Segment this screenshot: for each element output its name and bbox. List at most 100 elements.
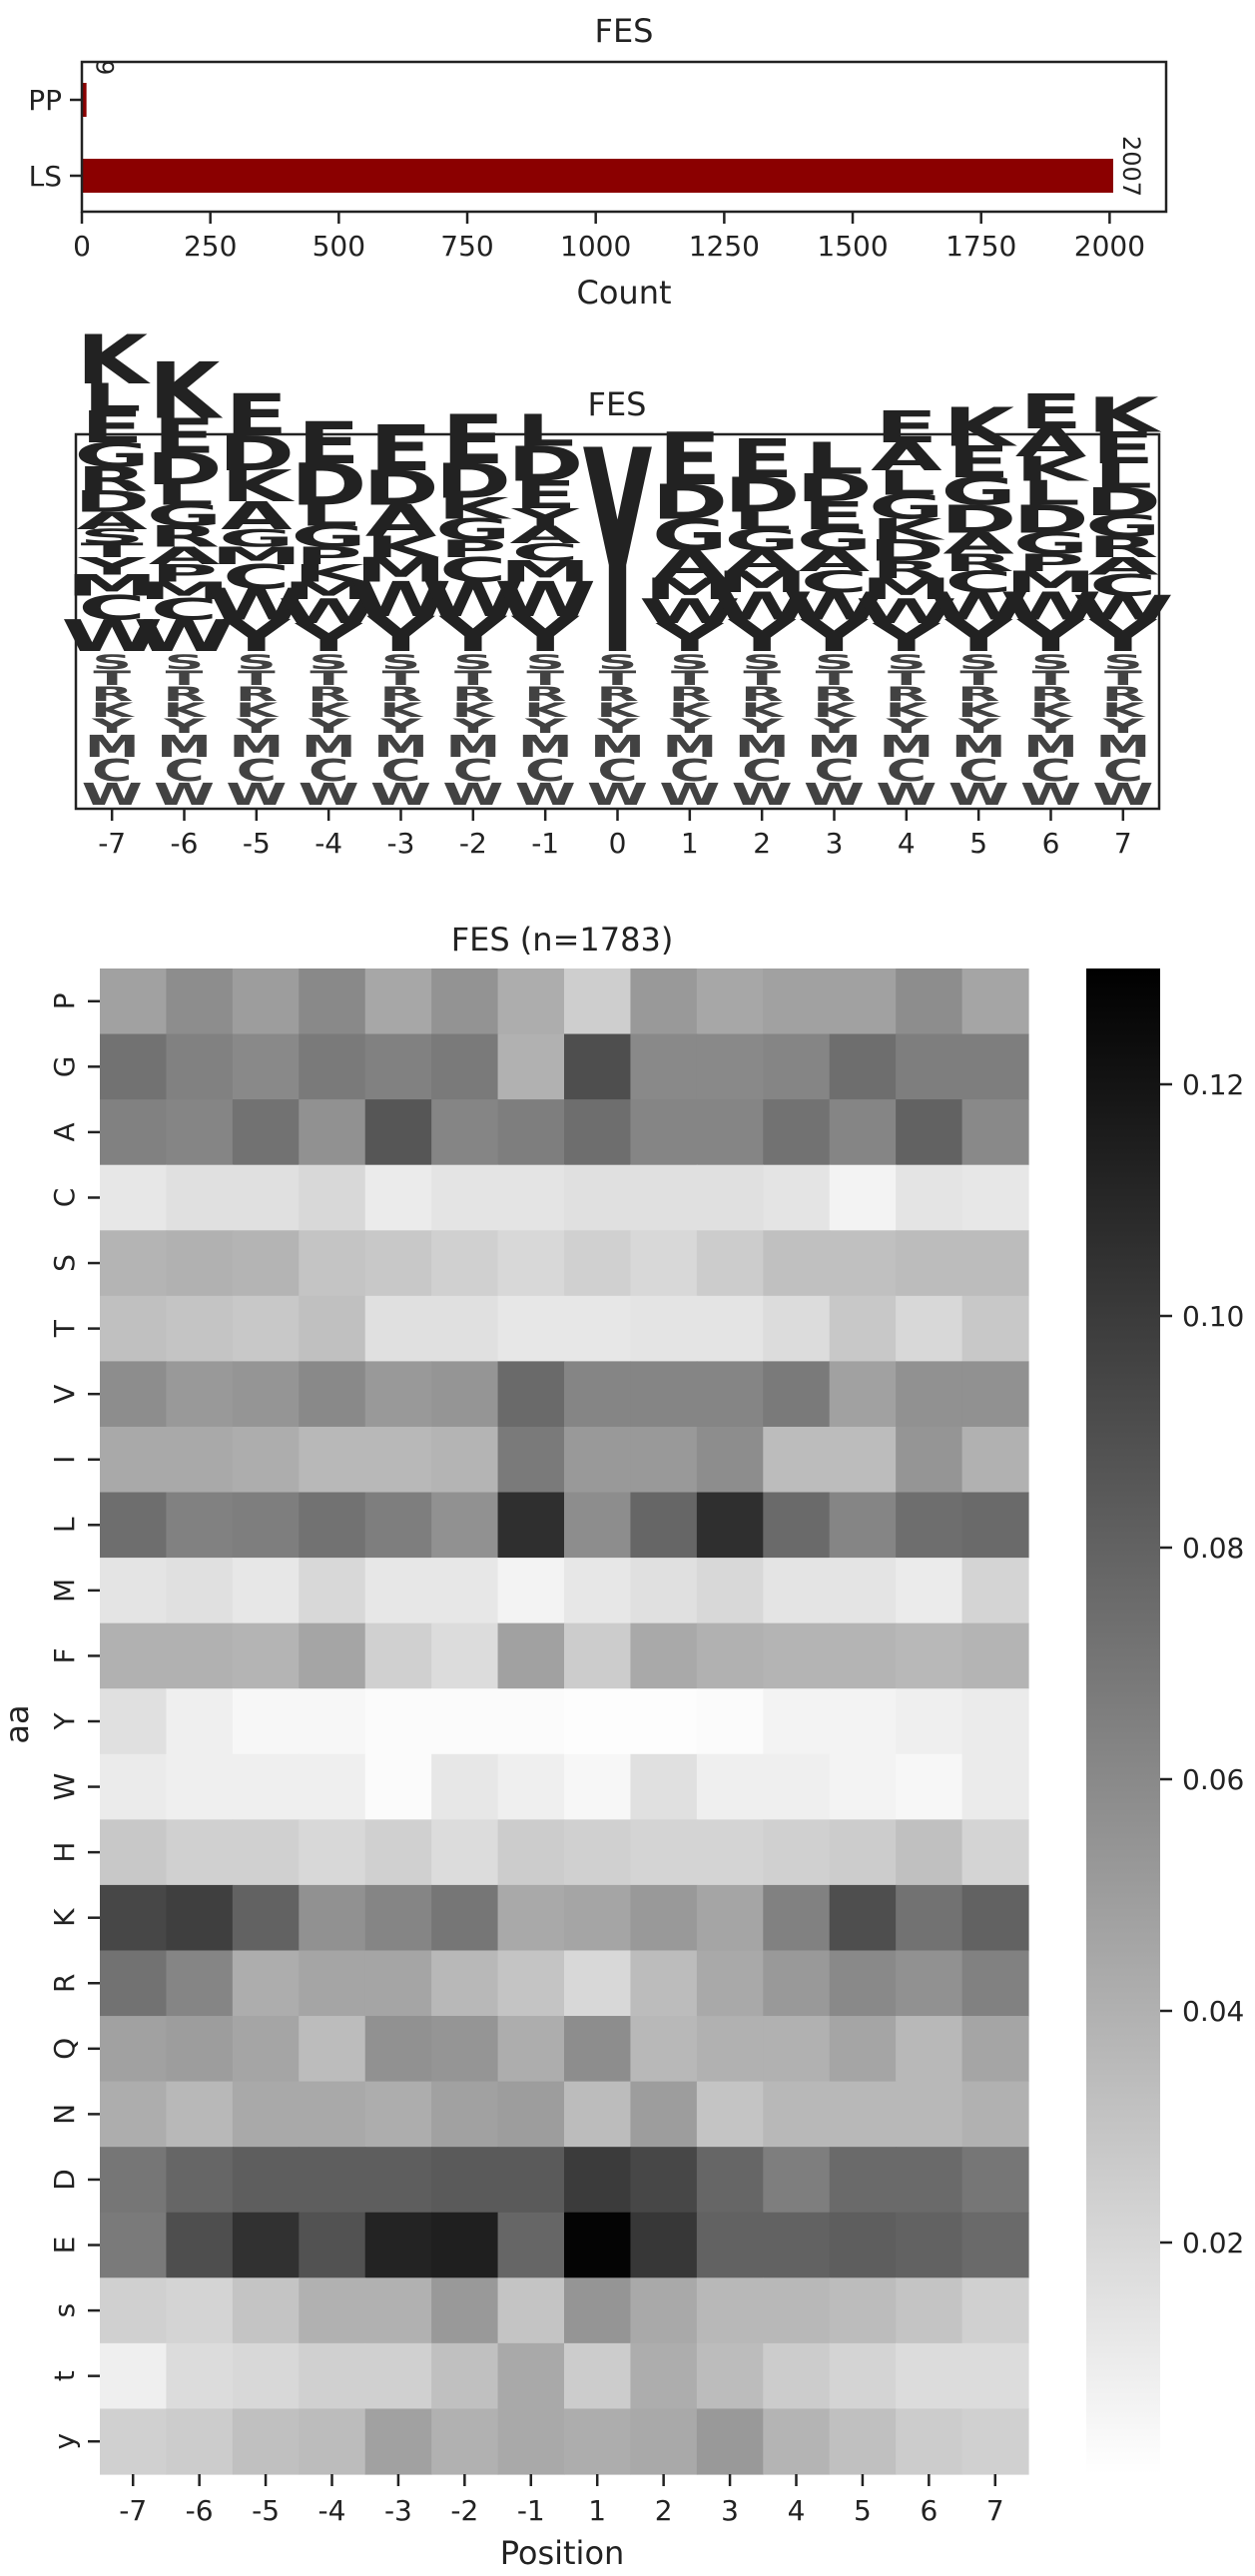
heatmap-cell	[829, 1492, 897, 1559]
heatmap-cell	[696, 2342, 764, 2410]
logo-letter: M	[879, 729, 934, 765]
logo-letter: C	[223, 557, 291, 596]
heatmap-cell	[763, 968, 831, 1035]
heatmap: FES (n=1783) P G A C S T V I L M F Y W H K R Q N D Es t y -7 -…	[0, 921, 1244, 2572]
heatmap-cell	[896, 1884, 963, 1952]
heatmap-cell	[232, 2147, 300, 2214]
heatmap-cell	[763, 1033, 831, 1100]
heatmap-cell	[166, 2147, 234, 2214]
logo-letter: R	[813, 683, 856, 706]
logo-letter: K	[957, 699, 1002, 722]
logo-letter: E	[153, 409, 216, 465]
logo-letter: E	[731, 427, 794, 489]
logo-letter: E	[514, 472, 577, 517]
logo-letter: D	[796, 465, 873, 510]
logo-letter: R	[379, 683, 422, 706]
heatmap-cell	[100, 2016, 168, 2083]
heatmap-cell	[166, 1099, 234, 1166]
heatmap-cell	[497, 1230, 565, 1297]
heatmap-cell	[431, 1558, 499, 1624]
heatmap-cell	[166, 1688, 234, 1755]
heatmap-cell	[696, 1558, 764, 1624]
logo-letter: E	[1019, 384, 1082, 440]
logo-letter: Y	[308, 715, 350, 738]
logo-letter: Y	[813, 715, 856, 738]
heatmap-cell	[299, 1361, 366, 1428]
heatmap-ytick-label: K	[48, 1908, 81, 1927]
logo-letter: K	[524, 699, 569, 722]
heatmap-cell	[166, 1033, 234, 1100]
heatmap-cell	[100, 1426, 168, 1494]
logo-letter: E	[225, 382, 288, 450]
heatmap-cell	[431, 2212, 499, 2278]
heatmap-cell	[630, 968, 698, 1035]
heatmap-cell	[564, 2147, 632, 2214]
logo-letter: R	[1087, 530, 1158, 564]
heatmap-cell	[896, 2016, 963, 2083]
logo-letter: A	[654, 542, 726, 587]
heatmap-cell	[166, 1230, 234, 1297]
heatmap-cell	[364, 968, 432, 1035]
heatmap-ylabel: aa	[0, 1704, 36, 1743]
logo-letter: A	[76, 507, 148, 535]
logo-letter: K	[163, 699, 208, 722]
heatmap-cell	[696, 2212, 764, 2278]
logo-letter: C	[1030, 753, 1071, 789]
heatmap-cell	[232, 1884, 300, 1952]
heatmap-cell	[564, 1426, 632, 1494]
logo-letter: W	[278, 592, 379, 631]
logo-letter: L	[1093, 456, 1152, 495]
heatmap-cell	[497, 1295, 565, 1362]
logo-letter: Y	[438, 607, 508, 663]
heatmap-cell	[896, 1753, 963, 1820]
logo-xtick-label: 6	[1042, 827, 1060, 860]
logo-title: FES	[588, 385, 647, 423]
heatmap-cell	[696, 1033, 764, 1100]
heatmap-cell	[630, 1622, 698, 1689]
logo-letter: W	[711, 584, 813, 629]
logo-letter: R	[91, 683, 134, 706]
logo-letter: Y	[872, 615, 941, 660]
heatmap-cell	[630, 1230, 698, 1297]
colorbar-tick-label: 0.02	[1182, 2227, 1244, 2259]
bar-chart-frame	[80, 60, 1168, 214]
heatmap-xtick-label: 4	[788, 2494, 806, 2527]
heatmap-cell	[299, 1426, 366, 1494]
heatmap-cell	[232, 1819, 300, 1886]
heatmap-cell	[232, 2408, 300, 2475]
heatmap-cell	[232, 1230, 300, 1297]
heatmap-xtick-label: 1	[588, 2494, 606, 2527]
logo-letter: Y	[77, 552, 147, 580]
heatmap-cell	[232, 968, 300, 1035]
heatmap-cell	[166, 1753, 234, 1820]
logo-letter: M	[590, 729, 645, 765]
heatmap-cell	[696, 2016, 764, 2083]
logo-letter: C	[887, 753, 928, 789]
logo-letter: S	[598, 651, 638, 674]
logo-xtick-label: 1	[681, 827, 699, 860]
logo-letter: M	[229, 729, 284, 765]
logo-letter: R	[596, 683, 639, 706]
logo-letter: K	[308, 699, 352, 722]
logo-letter: G	[1085, 509, 1161, 543]
logo-letter: K	[451, 699, 496, 722]
heatmap-cell	[497, 1622, 565, 1689]
logo-letter: K	[149, 347, 224, 437]
heatmap-cell	[564, 2016, 632, 2083]
logo-letter: S	[453, 651, 493, 674]
logo-letter: C	[1089, 569, 1157, 603]
heatmap-ytick-label: H	[48, 1842, 81, 1863]
heatmap-cell	[299, 1884, 366, 1952]
heatmap-cell	[166, 1819, 234, 1886]
logo-letter: K	[596, 699, 641, 722]
heatmap-cell	[497, 1819, 565, 1886]
heatmap-cell	[431, 1688, 499, 1755]
heatmap-cell	[763, 1622, 831, 1689]
logo-letter: G	[291, 520, 366, 554]
heatmap-cell	[299, 2277, 366, 2344]
heatmap-cell	[696, 1622, 764, 1689]
heatmap-cell	[961, 1164, 1029, 1231]
logo-letter: R	[669, 683, 712, 706]
heatmap-ytick-label: t	[48, 2370, 81, 2381]
heatmap-cell	[564, 1688, 632, 1755]
